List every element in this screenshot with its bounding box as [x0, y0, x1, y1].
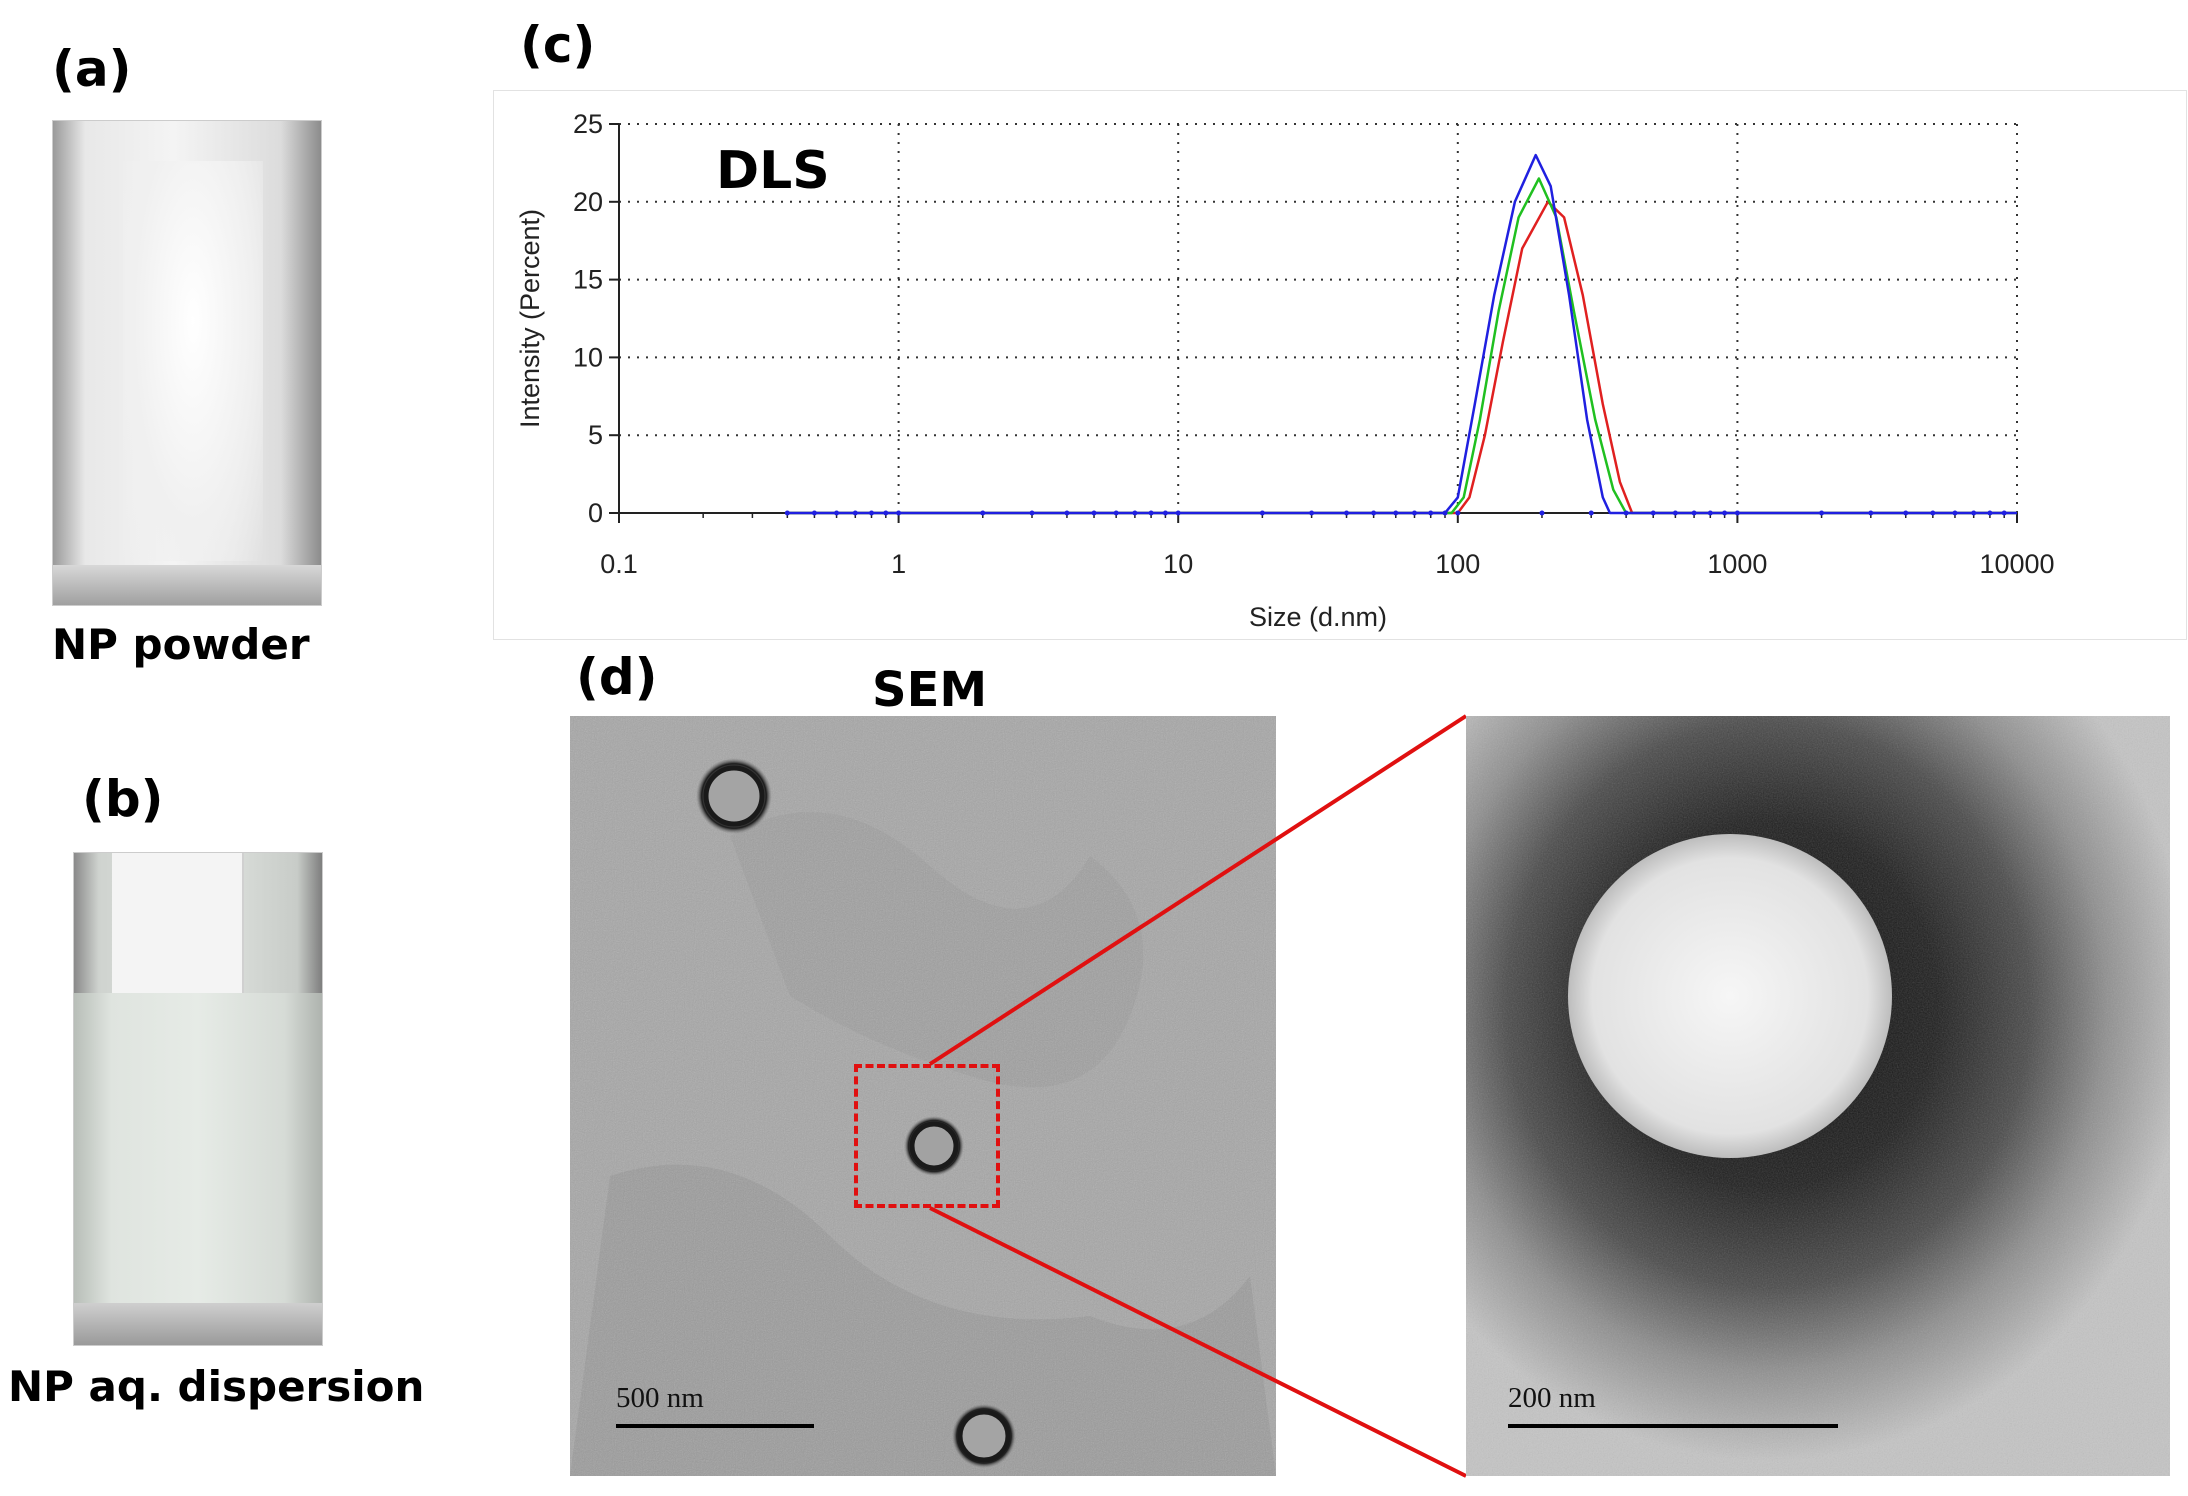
- y-tick-label: 0: [588, 498, 603, 528]
- vial-base: [74, 1303, 322, 1345]
- baseline-point: [1987, 510, 1993, 516]
- baseline-point: [1148, 510, 1154, 516]
- baseline-point: [1309, 510, 1315, 516]
- baseline-point: [834, 510, 840, 516]
- panel-b-letter: (b): [82, 770, 164, 828]
- sem-image-zoomed: 200 nm: [1466, 716, 2170, 1476]
- baseline-point: [1091, 510, 1097, 516]
- baseline-point: [1371, 510, 1377, 516]
- baseline-point: [1442, 510, 1448, 516]
- baseline-point: [1539, 510, 1545, 516]
- x-axis-label: Size (d.nm): [1249, 602, 1387, 632]
- baseline-point: [1393, 510, 1399, 516]
- panel-a-letter: (a): [52, 40, 132, 98]
- vial-label: [112, 853, 244, 993]
- baseline-point: [1623, 510, 1629, 516]
- baseline-point: [1722, 510, 1728, 516]
- y-tick-label: 25: [573, 109, 603, 139]
- x-tick-label: 10000: [1979, 549, 2054, 579]
- y-tick-label: 15: [573, 265, 603, 295]
- baseline-point: [1868, 510, 1874, 516]
- baseline-point: [1259, 510, 1265, 516]
- baseline-point: [1971, 510, 1977, 516]
- baseline-point: [1707, 510, 1713, 516]
- x-tick-label: 100: [1435, 549, 1480, 579]
- panel-b-caption: NP aq. dispersion: [8, 1362, 425, 1411]
- dispersion-liquid: [74, 993, 322, 1303]
- baseline-point: [1930, 510, 1936, 516]
- baseline-point: [784, 510, 790, 516]
- y-tick-label: 5: [588, 420, 603, 450]
- series-line-1: [787, 200, 2017, 515]
- scale-label-200nm: 200 nm: [1508, 1382, 1596, 1414]
- np-dispersion-photo: [73, 852, 323, 1346]
- baseline-point: [1903, 510, 1909, 516]
- baseline-point: [1952, 510, 1958, 516]
- baseline-point: [1175, 510, 1181, 516]
- panel-d-letter: (d): [576, 648, 658, 706]
- scale-bar-500nm: [616, 1424, 814, 1428]
- baseline-point: [883, 510, 889, 516]
- baseline-point: [1162, 510, 1168, 516]
- baseline-point: [811, 510, 817, 516]
- baseline-point: [1650, 510, 1656, 516]
- scale-label-500nm: 500 nm: [616, 1382, 704, 1414]
- baseline-point: [869, 510, 875, 516]
- baseline-point: [852, 510, 858, 516]
- baseline-point: [980, 510, 986, 516]
- baseline-point: [1455, 510, 1461, 516]
- baseline-point: [1411, 510, 1417, 516]
- nanoparticle-zoomed: [1568, 834, 1892, 1158]
- powder-fill: [123, 161, 263, 561]
- zoom-region-box: [854, 1064, 1000, 1208]
- y-axis-label: Intensity (Percent): [515, 209, 545, 428]
- baseline-point: [1029, 510, 1035, 516]
- baseline-point: [1113, 510, 1119, 516]
- baseline-point: [1691, 510, 1697, 516]
- baseline-point: [1734, 510, 1740, 516]
- dls-chart: 0.1 1 10 100 1000 10000 0 5 10 15 20 25 Size (d.nm) I…: [515, 109, 2055, 632]
- dls-label: DLS: [716, 141, 830, 201]
- sem-image-overview: 500 nm: [570, 716, 1276, 1476]
- x-tick-label: 1000: [1707, 549, 1767, 579]
- vial-base: [53, 565, 321, 605]
- baseline-point: [1344, 510, 1350, 516]
- series-line-2: [787, 177, 2017, 515]
- dls-chart-frame: 0.1 1 10 100 1000 10000 0 5 10 15 20 25 Size (d.nm) I…: [493, 90, 2187, 640]
- panel-c-letter: (c): [520, 16, 596, 74]
- np-powder-photo: [52, 120, 322, 606]
- panel-a-caption: NP powder: [52, 620, 310, 669]
- baseline-point: [1132, 510, 1138, 516]
- zoom-line-top: [928, 714, 1468, 1066]
- x-tick-label: 0.1: [600, 549, 638, 579]
- baseline-point: [1064, 510, 1070, 516]
- x-tick-label: 10: [1163, 549, 1193, 579]
- scale-bar-200nm: [1508, 1424, 1838, 1428]
- x-tick-label: 1: [891, 549, 906, 579]
- baseline-point: [1428, 510, 1434, 516]
- sem-label: SEM: [872, 662, 988, 718]
- baseline-point: [2001, 510, 2007, 516]
- baseline-point: [1588, 510, 1594, 516]
- zoom-line-bottom: [929, 1206, 1467, 1478]
- series-line-3: [787, 153, 2017, 515]
- y-tick-label: 20: [573, 187, 603, 217]
- baseline-point: [1819, 510, 1825, 516]
- baseline-point: [1672, 510, 1678, 516]
- y-tick-label: 10: [573, 342, 603, 372]
- baseline-point: [896, 510, 902, 516]
